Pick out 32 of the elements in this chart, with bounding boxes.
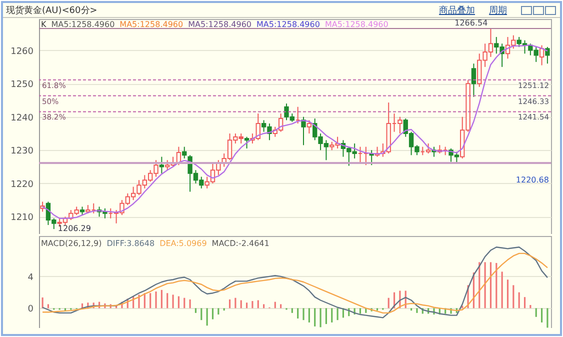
y-tick-label: 1260 (10, 46, 34, 57)
candlestick (301, 116, 306, 146)
text: DEA:5.0969 (160, 239, 207, 248)
annotation: MACD:-2.4641 (212, 239, 270, 248)
candlestick (182, 146, 187, 159)
candlestick (471, 63, 476, 98)
y-tick-label: 1220 (10, 180, 34, 190)
ref-line-label: 1266.54 (454, 18, 488, 28)
candlestick (545, 46, 550, 64)
candlestick (159, 156, 164, 174)
annotation: 1206.29 (58, 224, 91, 234)
y-tick-label: 1250 (10, 80, 34, 90)
y-tick-label: 0 (28, 304, 34, 315)
y-tick-label: 1230 (10, 146, 34, 157)
text: 周期 (489, 4, 507, 17)
annotation: K (41, 20, 46, 29)
annotation: MA5:1258.4960 (188, 20, 252, 29)
text: 商品叠加 (439, 4, 475, 17)
candlestick (244, 136, 250, 149)
annotation: MACD(26,12,9) (41, 239, 102, 248)
candlestick (539, 44, 544, 66)
y-tick-label: 1210 (10, 213, 34, 224)
y-tick-label: 1240 (10, 113, 34, 124)
annotation: MA5:1258.4960 (256, 20, 320, 29)
annotation: 1220.68 (516, 175, 549, 184)
y-tick-label: 4 (28, 272, 34, 283)
annotation: MA5:1258.4960 (51, 20, 115, 29)
candlestick (306, 120, 312, 134)
text: DIFF:3.8648 (106, 239, 155, 248)
chart-title: 现货黄金(AU)<60分> (6, 4, 98, 17)
annotation: MA5:1258.4960 (324, 20, 388, 29)
annotation: MA5:1258.4960 (120, 20, 184, 29)
